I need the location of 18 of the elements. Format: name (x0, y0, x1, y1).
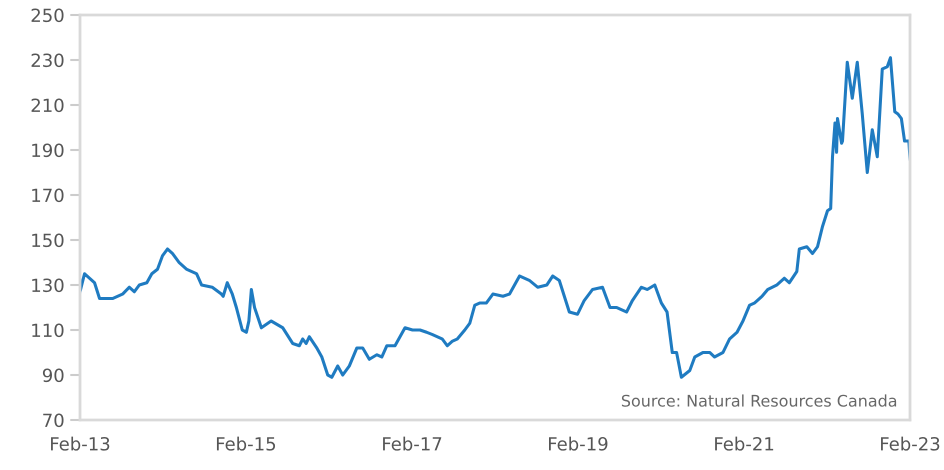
y-tick-label: 110 (32, 323, 64, 338)
x-tick-label: Feb-19 (549, 436, 608, 451)
x-tick-label: Feb-15 (216, 436, 276, 451)
y-tick-label: 130 (32, 278, 64, 292)
x-tick-label: Feb-17 (383, 436, 442, 451)
y-tick-label: 70 (43, 413, 64, 428)
y-tick-label: 90 (42, 368, 64, 382)
y-tick-label: 150 (32, 233, 64, 248)
y-tick-label: 250 (32, 8, 64, 22)
annotation: Source: Natural Resources Canada (622, 394, 896, 407)
y-tick-label: 170 (32, 188, 64, 202)
line-series (80, 56, 910, 379)
x-tick-label: Feb-23 (881, 436, 940, 451)
y-tick-label: 230 (32, 53, 64, 68)
y-tick-label: 190 (32, 143, 64, 158)
x-tick-label: Feb-21 (715, 436, 774, 451)
y-tick-label: 210 (32, 98, 64, 112)
x-tick-label: Feb-13 (51, 436, 110, 451)
